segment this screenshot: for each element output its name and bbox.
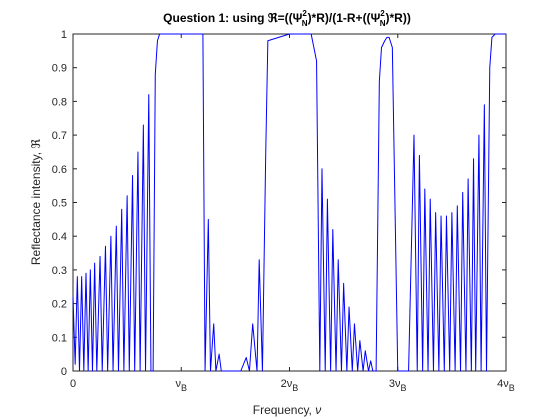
x-axis-title: Frequency, ν xyxy=(253,403,321,417)
y-axis-title-text: Reflectance intensity, xyxy=(29,149,43,266)
title-sup-1: 2 xyxy=(302,9,307,18)
x-tick-label: νB xyxy=(175,378,187,393)
title-psi-1: Ψ xyxy=(293,11,303,25)
x-tick-label: 0 xyxy=(70,378,76,390)
y-tick-label: 0.2 xyxy=(52,299,67,311)
y-tick-label: 0 xyxy=(61,366,67,378)
y-axis: 0 0.1 0.2 0.3 0.4 0.5 0.6 0.7 0.8 0.9 1 xyxy=(52,29,506,378)
y-tick-label: 0.9 xyxy=(52,63,67,75)
y-tick-label: 0.6 xyxy=(52,164,67,176)
x-tick-label: 3νB xyxy=(389,378,407,393)
y-tick-label: 0.4 xyxy=(52,231,67,243)
chart-title: Question 1: using ℜ=((Ψ2 N)*R)/(1-R+((Ψ2 N… xyxy=(163,9,411,28)
y-tick-label: 0.8 xyxy=(52,96,67,108)
x-axis-title-text: Frequency, xyxy=(253,403,315,417)
x-axis-title-symbol: ν xyxy=(315,403,321,417)
y-tick-label: 0.1 xyxy=(52,332,67,344)
title-sup-2: 2 xyxy=(380,9,385,18)
title-end: )*R)) xyxy=(386,11,411,25)
title-middle2: )*R)/(1-R+(( xyxy=(308,11,371,25)
title-prefix: Question 1: using xyxy=(163,11,268,25)
y-tick-label: 0.3 xyxy=(52,265,67,277)
y-tick-label: 0.7 xyxy=(52,130,67,142)
title-middle1: =(( xyxy=(278,11,293,25)
series-line-reflectance xyxy=(72,33,506,372)
y-axis-title: Reflectance intensity, ℜ xyxy=(29,139,43,266)
title-sub-1: N xyxy=(302,19,308,28)
title-sub-2: N xyxy=(380,19,386,28)
y-axis-title-symbol: ℜ xyxy=(29,139,43,149)
x-tick-label: 2νB xyxy=(281,378,299,393)
x-tick-label: 4νB xyxy=(497,378,515,393)
title-symbol: ℜ xyxy=(268,11,278,25)
plot-area-frame xyxy=(72,33,507,372)
y-tick-label: 1 xyxy=(61,29,67,41)
y-tick-label: 0.5 xyxy=(52,198,67,210)
title-psi-2: Ψ xyxy=(371,11,381,25)
x-axis: 0 νB 2νB 3νB 4νB xyxy=(70,34,515,393)
